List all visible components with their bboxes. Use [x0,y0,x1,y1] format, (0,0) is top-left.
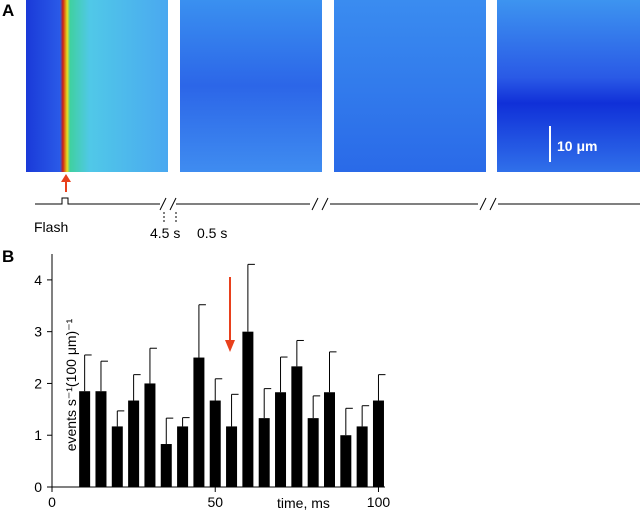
panel-label: B [2,247,14,266]
y-tick-label: 3 [34,324,42,340]
bar [160,444,172,487]
x-tick-label: 100 [367,494,391,510]
x-axis-label: time, ms [277,495,330,511]
timeline [35,197,640,224]
bar [307,418,319,487]
bar [291,366,303,487]
bar [95,391,107,487]
bar [111,426,123,487]
y-tick-label: 4 [34,272,42,288]
bar [209,400,221,487]
flash-label: Flash [34,219,68,235]
bar [356,426,368,487]
image [334,0,486,172]
bar [340,435,352,487]
gap-label: 4.5 s [150,225,180,241]
bar [372,400,384,487]
scale-label: 10 μm [557,138,597,154]
bar [193,357,205,487]
image [26,0,168,172]
image [180,0,322,172]
image [497,0,640,172]
bar [144,383,156,487]
bar [258,418,270,487]
panel-label: A [2,1,14,20]
bar [242,331,254,487]
flash-arrow-head [61,174,71,182]
gap-label: 0.5 s [197,225,227,241]
bar [128,400,140,487]
bar [226,426,238,487]
x-tick-label: 0 [48,494,56,510]
bar [275,392,287,487]
y-tick-label: 1 [34,427,42,443]
y-tick-label: 2 [34,375,42,391]
bar [324,392,335,487]
x-tick-label: 50 [207,494,223,510]
bar [79,391,91,487]
bar [177,426,189,487]
y-axis-label: events s⁻¹(100 μm)⁻¹ [63,318,79,451]
annotation-arrow-head [225,340,235,352]
y-tick-label: 0 [34,479,42,495]
